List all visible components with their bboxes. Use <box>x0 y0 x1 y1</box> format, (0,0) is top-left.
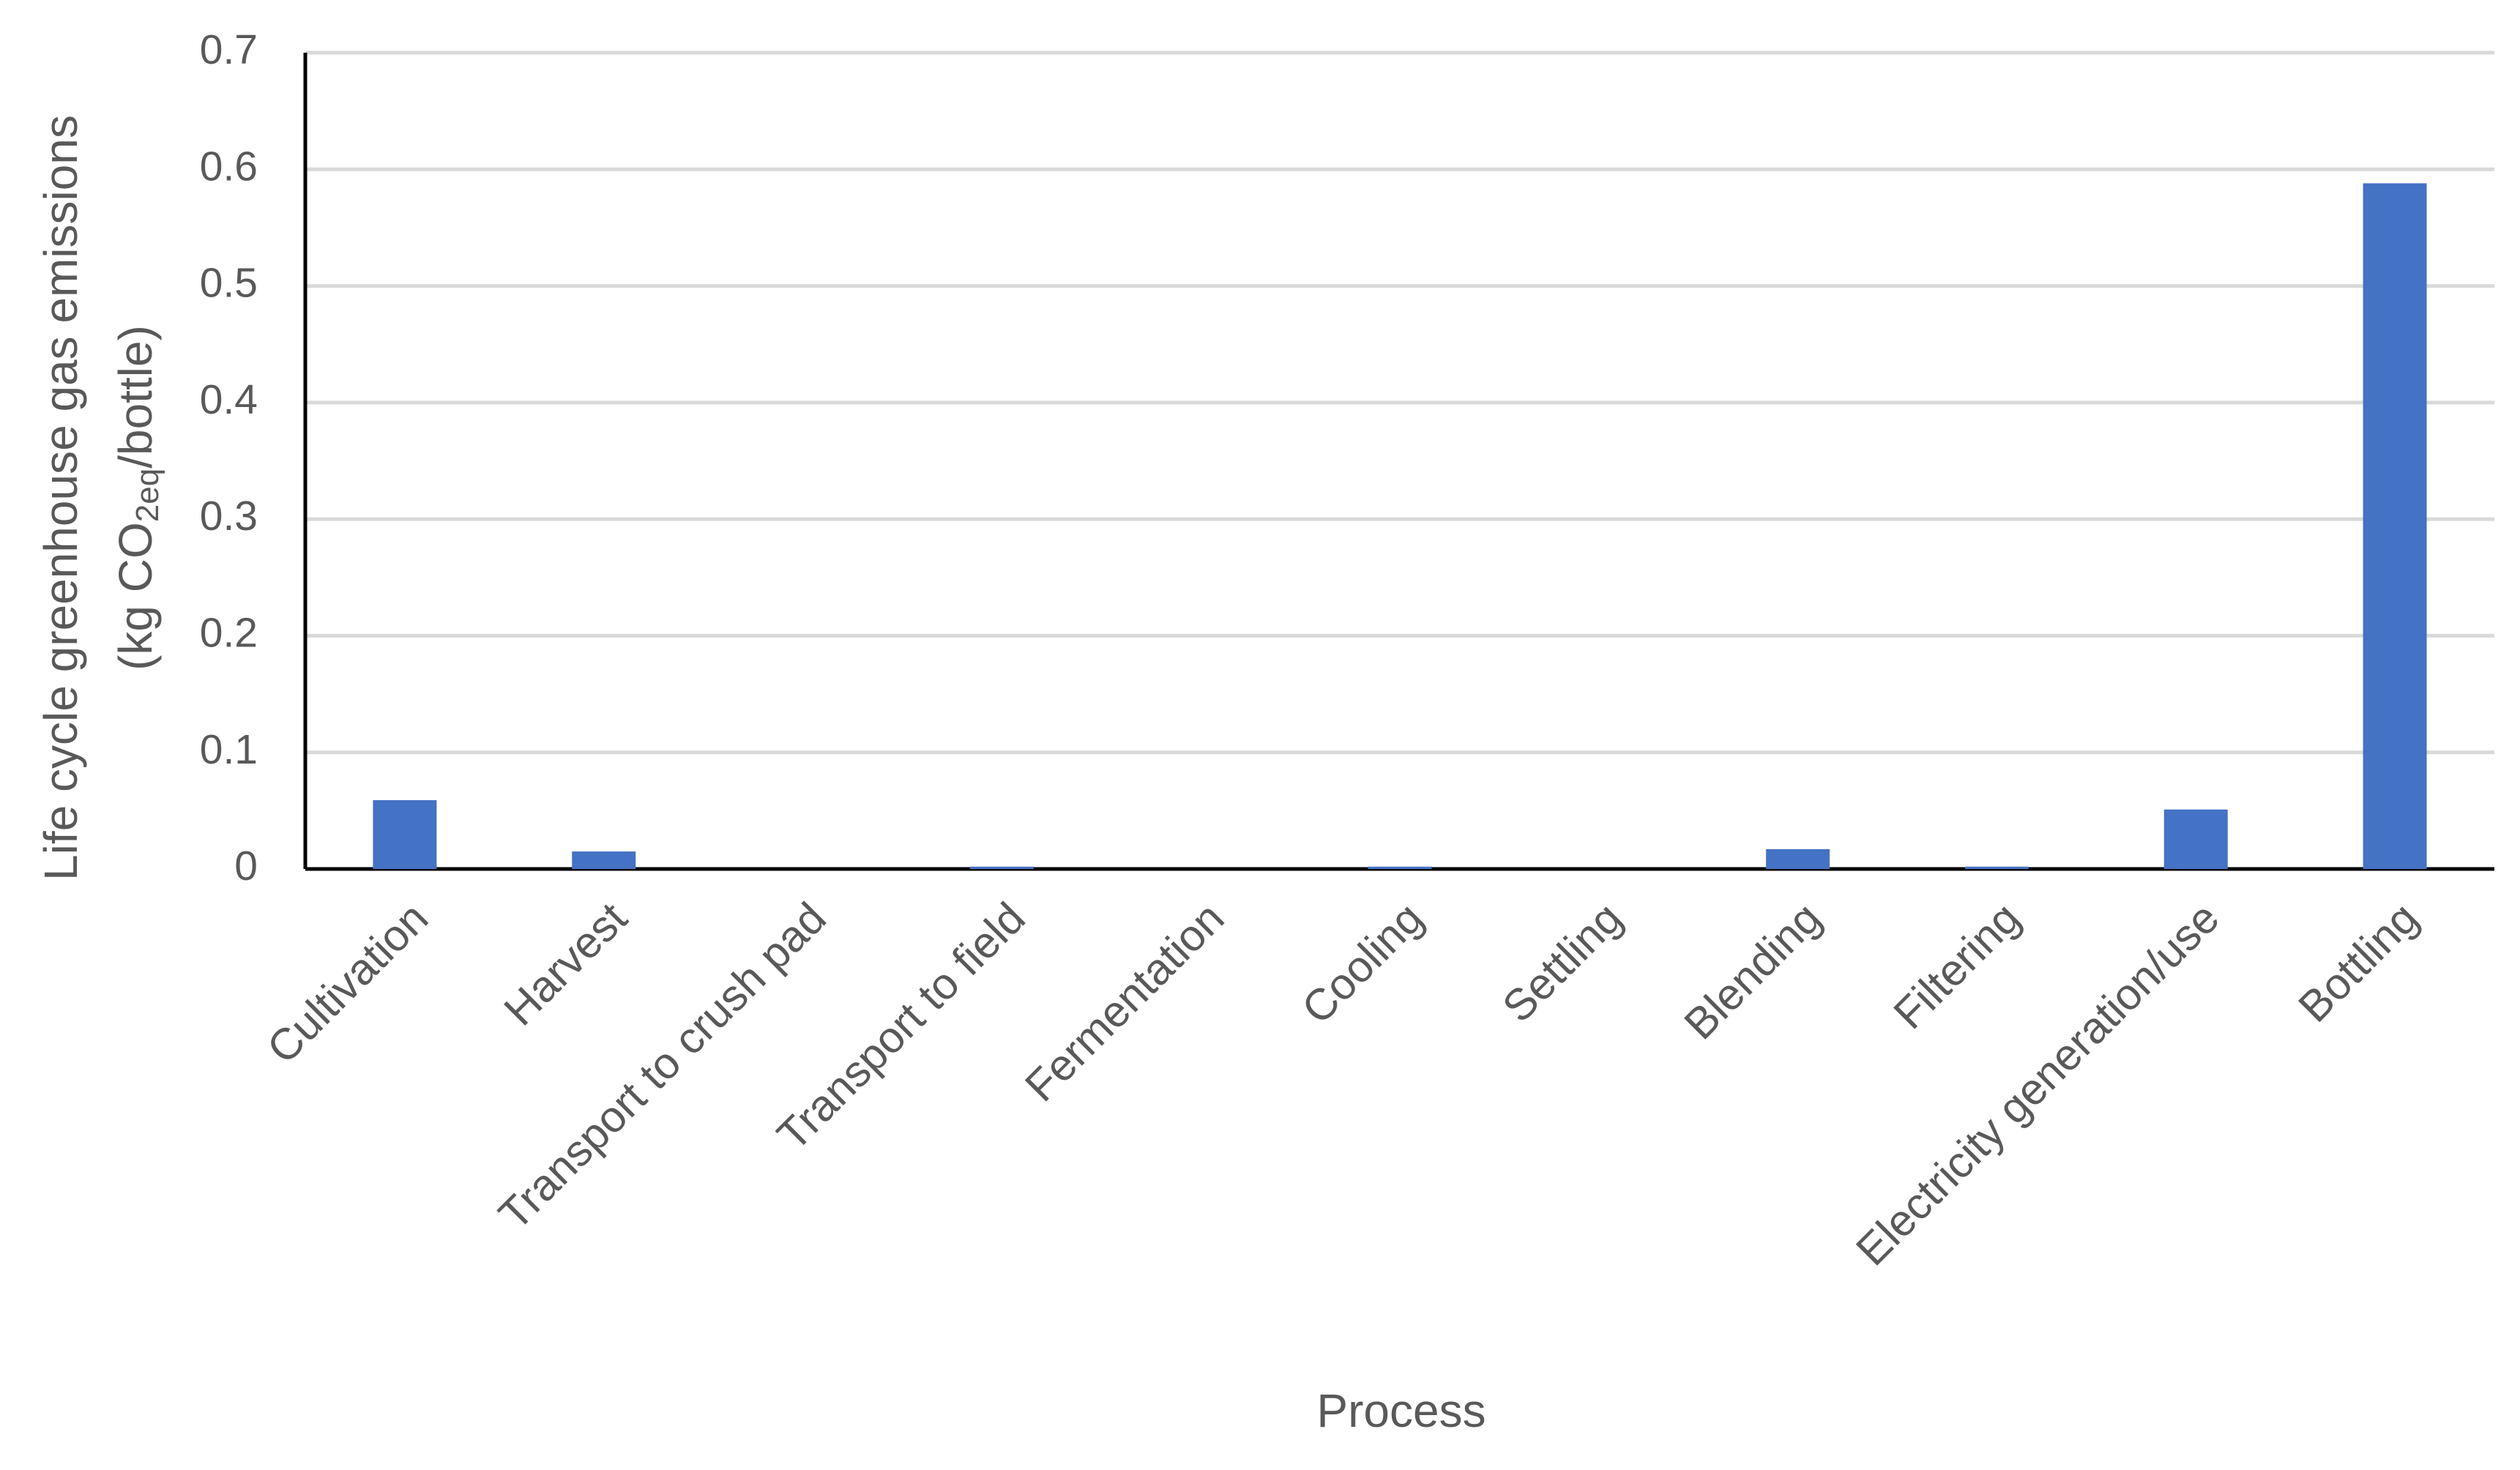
y-axis-title: Life cycle greenhouse gas emissions <box>34 115 87 881</box>
y-tick-label: 0.4 <box>200 376 258 423</box>
x-tick-label: Filtering <box>1885 893 2029 1038</box>
bar <box>1368 866 1432 869</box>
x-tick-label: Electricity generation/use <box>1846 893 2228 1275</box>
y-unit-part: (kg CO <box>109 522 162 671</box>
x-tick-label: Fermentation <box>1015 893 1233 1111</box>
x-tick-label: Cooling <box>1292 893 1432 1033</box>
bar <box>1766 848 1830 869</box>
y-tick-label: 0.5 <box>200 260 258 307</box>
x-tick-label: Transport to crush pad <box>489 893 835 1239</box>
y-tick-label: 0.6 <box>200 143 258 190</box>
y-tick-label: 0 <box>234 843 258 889</box>
bar <box>969 866 1034 869</box>
bar <box>2163 809 2228 869</box>
x-tick-label: Blending <box>1675 893 1831 1049</box>
x-axis-title: Process <box>1316 1384 1485 1437</box>
y-unit-part: /bottle) <box>109 325 162 469</box>
y-unit-subscript: 2eq <box>130 469 165 522</box>
x-tick-label: Settling <box>1493 893 1631 1031</box>
x-tick-label: Cultivation <box>258 893 437 1072</box>
bar <box>373 800 437 869</box>
x-tick-label: Bottling <box>2289 893 2428 1031</box>
y-tick-label: 0.2 <box>200 609 258 656</box>
y-tick-label: 0.7 <box>200 26 258 73</box>
y-tick-label: 0.3 <box>200 493 258 540</box>
bar <box>572 851 636 869</box>
bar <box>2363 183 2427 869</box>
y-axis-unit: (kg CO2eq/bottle) <box>109 325 165 671</box>
bar <box>1964 866 2029 869</box>
x-tick-label: Harvest <box>495 893 637 1035</box>
y-tick-label: 0.1 <box>200 726 258 773</box>
